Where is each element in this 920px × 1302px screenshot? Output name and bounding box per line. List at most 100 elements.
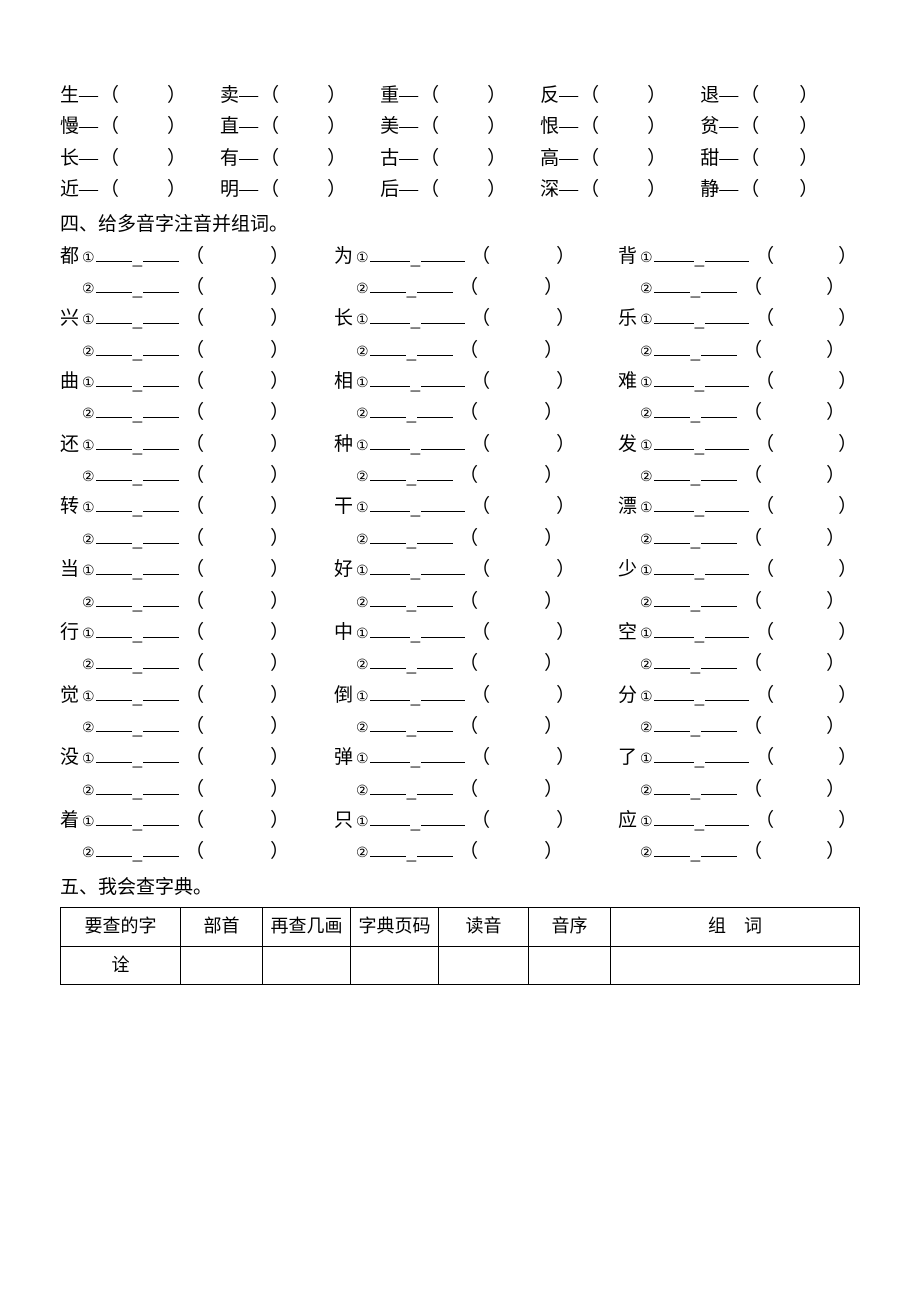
- pinyin-blank[interactable]: _: [370, 397, 454, 428]
- poly-char: 好: [334, 554, 356, 585]
- pinyin-blank[interactable]: _: [96, 272, 180, 303]
- pinyin-blank[interactable]: _: [654, 335, 738, 366]
- pinyin-blank[interactable]: _: [654, 429, 750, 460]
- pinyin-blank[interactable]: _: [370, 648, 454, 679]
- pinyin-blank[interactable]: _: [370, 617, 466, 648]
- pinyin-blank[interactable]: _: [654, 460, 738, 491]
- pinyin-blank[interactable]: _: [370, 241, 466, 272]
- pinyin-blank[interactable]: _: [654, 523, 738, 554]
- paren-right: ）: [270, 366, 289, 397]
- dash: —: [239, 80, 258, 111]
- pinyin-blank[interactable]: _: [370, 335, 454, 366]
- pinyin-blank[interactable]: _: [654, 680, 750, 711]
- pinyin-blank[interactable]: _: [654, 241, 750, 272]
- pinyin-blank[interactable]: _: [96, 586, 180, 617]
- pinyin-blank[interactable]: _: [96, 805, 180, 836]
- cell-radical[interactable]: [181, 946, 263, 985]
- antonym-item: 明—（）: [220, 174, 346, 205]
- pinyin-blank[interactable]: _: [654, 272, 738, 303]
- pinyin-blank[interactable]: _: [654, 586, 738, 617]
- paren-left: （: [185, 617, 204, 648]
- paren-right: ）: [826, 711, 845, 742]
- pinyin-blank[interactable]: _: [96, 366, 180, 397]
- poly-char: 乐: [618, 303, 640, 334]
- pinyin-blank[interactable]: _: [370, 554, 466, 585]
- pinyin-blank[interactable]: _: [654, 742, 750, 773]
- pinyin-blank[interactable]: _: [370, 429, 466, 460]
- circled-number: ①: [640, 309, 653, 332]
- pinyin-blank[interactable]: _: [96, 711, 180, 742]
- poly-row: 没 ②_ （）弹 ②_ （）了 ②_ （）: [60, 774, 860, 805]
- antonym-item: 近—（）: [60, 174, 186, 205]
- pinyin-blank[interactable]: _: [370, 586, 454, 617]
- poly-row: 还 ②_ （）种 ②_ （）发 ②_ （）: [60, 460, 860, 491]
- pinyin-blank[interactable]: _: [370, 836, 454, 867]
- pinyin-blank[interactable]: _: [96, 303, 180, 334]
- pinyin-blank[interactable]: _: [96, 774, 180, 805]
- paren-left: （: [743, 397, 762, 428]
- circled-number: ②: [356, 717, 369, 740]
- pinyin-blank[interactable]: _: [654, 805, 750, 836]
- pinyin-blank[interactable]: _: [96, 680, 180, 711]
- paren-left: （: [185, 805, 204, 836]
- paren-left: （: [471, 491, 490, 522]
- circled-number: ②: [356, 341, 369, 364]
- pinyin-blank[interactable]: _: [96, 523, 180, 554]
- pinyin-blank[interactable]: _: [654, 648, 738, 679]
- pinyin-blank[interactable]: _: [370, 272, 454, 303]
- pinyin-blank[interactable]: _: [370, 742, 466, 773]
- antonym-char: 明: [220, 174, 239, 205]
- pinyin-blank[interactable]: _: [370, 680, 466, 711]
- paren-right: ）: [167, 143, 186, 174]
- pinyin-blank[interactable]: _: [96, 460, 180, 491]
- pinyin-blank[interactable]: _: [654, 397, 738, 428]
- antonym-item: 美—（）: [380, 111, 506, 142]
- pinyin-blank[interactable]: _: [370, 805, 466, 836]
- paren-right: ）: [544, 335, 563, 366]
- pinyin-blank[interactable]: _: [370, 774, 454, 805]
- paren-right: ）: [270, 805, 289, 836]
- pinyin-blank[interactable]: _: [370, 303, 466, 334]
- pinyin-blank[interactable]: _: [654, 711, 738, 742]
- paren-right: ）: [826, 272, 845, 303]
- paren-right: ）: [556, 241, 575, 272]
- pinyin-blank[interactable]: _: [654, 836, 738, 867]
- pinyin-blank[interactable]: _: [654, 554, 750, 585]
- poly-cell: 空 ②_ （）: [618, 648, 860, 679]
- pinyin-blank[interactable]: _: [654, 774, 738, 805]
- circled-number: ①: [82, 748, 95, 771]
- poly-cell: 当 ②_ （）: [60, 586, 334, 617]
- pinyin-blank[interactable]: _: [370, 523, 454, 554]
- section-5-title: 五、我会查字典。: [60, 872, 860, 903]
- pinyin-blank[interactable]: _: [96, 491, 180, 522]
- antonym-char: 卖: [220, 80, 239, 111]
- pinyin-blank[interactable]: _: [654, 491, 750, 522]
- pinyin-blank[interactable]: _: [654, 617, 750, 648]
- pinyin-blank[interactable]: _: [96, 648, 180, 679]
- pinyin-blank[interactable]: _: [96, 554, 180, 585]
- pinyin-blank[interactable]: _: [654, 303, 750, 334]
- cell-pronunciation[interactable]: [439, 946, 529, 985]
- pinyin-blank[interactable]: _: [96, 335, 180, 366]
- pinyin-blank[interactable]: _: [96, 397, 180, 428]
- pinyin-blank[interactable]: _: [96, 429, 180, 460]
- cell-word[interactable]: [611, 946, 860, 985]
- pinyin-blank[interactable]: _: [96, 836, 180, 867]
- pinyin-blank[interactable]: _: [370, 366, 466, 397]
- paren-right: ）: [544, 460, 563, 491]
- pinyin-blank[interactable]: _: [370, 491, 466, 522]
- pinyin-blank[interactable]: _: [96, 241, 180, 272]
- paren-right: ）: [556, 617, 575, 648]
- pinyin-blank[interactable]: _: [96, 617, 180, 648]
- pinyin-blank[interactable]: _: [96, 742, 180, 773]
- pinyin-blank[interactable]: _: [654, 366, 750, 397]
- paren-right: ）: [838, 429, 857, 460]
- pinyin-blank[interactable]: _: [370, 460, 454, 491]
- cell-page[interactable]: [351, 946, 439, 985]
- paren-left: （: [420, 174, 439, 205]
- poly-cell: 转 ①_ （）: [60, 491, 334, 522]
- cell-index[interactable]: [529, 946, 611, 985]
- antonym-char: 后: [380, 174, 399, 205]
- pinyin-blank[interactable]: _: [370, 711, 454, 742]
- cell-strokes[interactable]: [263, 946, 351, 985]
